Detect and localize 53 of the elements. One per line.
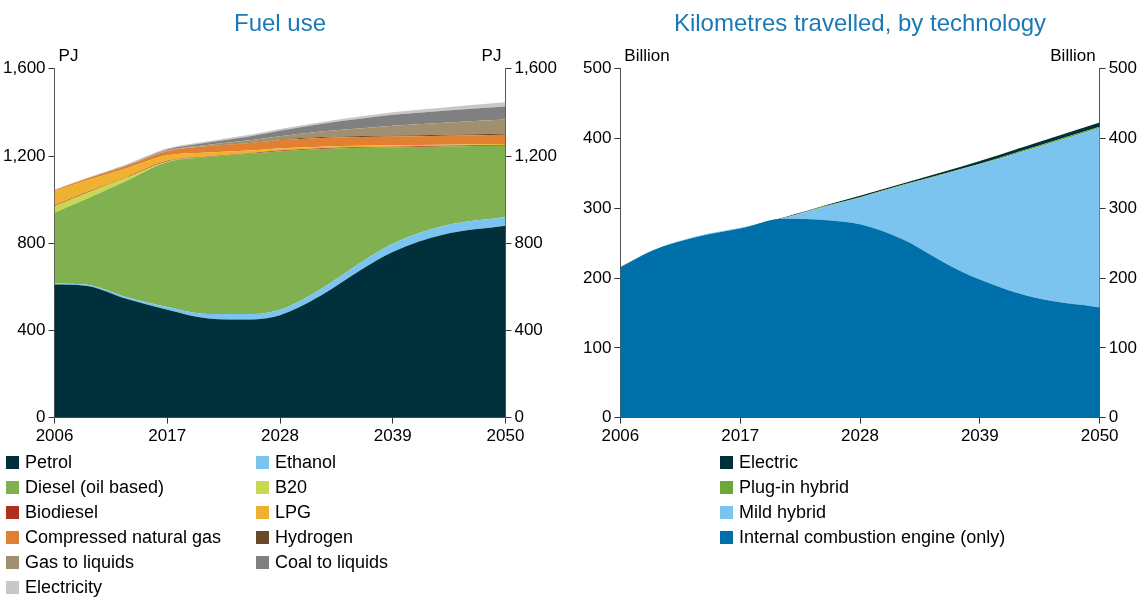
y-tick-label: 500 (582, 58, 612, 78)
legend-label: Ethanol (275, 451, 337, 474)
x-tick-label: 2006 (35, 426, 74, 446)
legend-label: Electricity (25, 576, 103, 599)
chart-title: Fuel use (233, 9, 327, 37)
y2-tick-label: 200 (1108, 267, 1138, 287)
x-tick-label: 2028 (261, 426, 299, 446)
y2-tick-label: 300 (1108, 198, 1138, 218)
x-tick-label: 2006 (601, 426, 640, 446)
legend-label: Mild hybrid (739, 501, 827, 524)
y2-axis-title: Billion (1050, 45, 1096, 65)
y-tick-label: 200 (582, 267, 612, 287)
legend-label: Gas to liquids (25, 551, 135, 574)
legend-label: Electric (739, 451, 799, 474)
legend-label: LPG (275, 501, 312, 524)
legend-label: Plug-in hybrid (739, 476, 850, 499)
legend-label: Compressed natural gas (25, 526, 222, 549)
x-tick-label: 2050 (486, 426, 525, 446)
y2-tick-label: 400 (1108, 128, 1138, 148)
y-tick-label: 800 (17, 232, 46, 252)
y2-tick-label: 1,600 (514, 58, 558, 78)
x-tick-label: 2017 (148, 426, 187, 446)
y2-tick-label: 400 (514, 320, 543, 340)
y-tick-label: 1,600 (2, 58, 46, 78)
x-tick-label: 2050 (1080, 426, 1119, 446)
legend-label: B20 (275, 476, 308, 499)
x-tick-label: 2017 (721, 426, 760, 446)
legend-label: Coal to liquids (275, 551, 389, 574)
y2-tick-label: 0 (514, 407, 524, 427)
y-axis-title: PJ (58, 45, 79, 65)
y-tick-label: 400 (17, 320, 46, 340)
x-tick-label: 2039 (373, 426, 412, 446)
y-tick-label: 400 (582, 128, 612, 148)
y-tick-label: 300 (582, 198, 612, 218)
legend-label: Biodiesel (25, 501, 99, 524)
x-tick-label: 2028 (841, 426, 879, 446)
y-tick-label: 1,200 (2, 145, 46, 165)
legend-label: Hydrogen (275, 526, 354, 549)
y-tick-label: 0 (36, 407, 46, 427)
legend-label: Internal combustion engine (only) (739, 526, 1006, 549)
legend-label: Petrol (25, 451, 73, 474)
y-axis-title: Billion (624, 45, 670, 65)
y2-tick-label: 800 (514, 232, 543, 252)
y-tick-label: 0 (601, 407, 612, 427)
y2-tick-label: 500 (1108, 58, 1138, 78)
x-tick-label: 2039 (960, 426, 999, 446)
y2-tick-label: 0 (1108, 407, 1119, 427)
y-tick-label: 100 (582, 337, 612, 357)
y2-axis-title: PJ (481, 45, 502, 65)
y2-tick-label: 100 (1108, 337, 1138, 357)
legend-label: Diesel (oil based) (25, 476, 165, 499)
chart-title: Kilometres travelled, by technology (673, 9, 1047, 37)
y2-tick-label: 1,200 (514, 145, 558, 165)
